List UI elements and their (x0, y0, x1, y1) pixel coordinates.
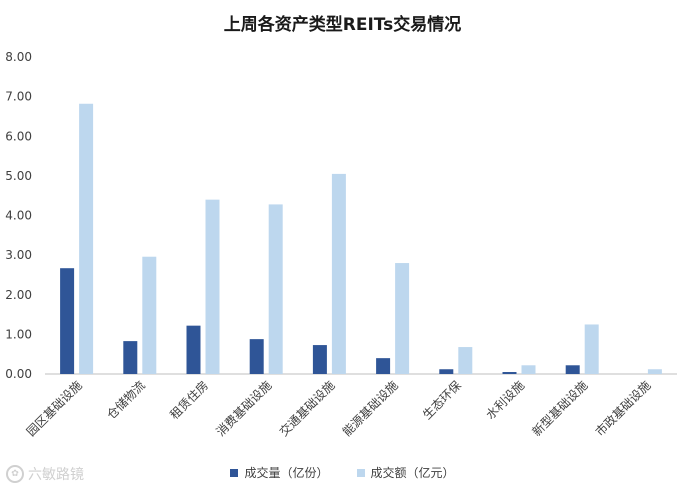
y-tick-label: 7.00 (5, 90, 32, 104)
bar-amount (458, 347, 473, 374)
legend-label-volume: 成交量（亿份） (244, 466, 329, 480)
plot-area: 0.00 1.00 2.00 3.00 4.00 5.00 6.00 7.00 8.00 园区基础… (5, 50, 677, 440)
bar-volume (249, 339, 264, 374)
x-category-label: 交通基础设施 (276, 378, 338, 440)
y-tick-label: 1.00 (5, 327, 32, 341)
bar-volume (439, 369, 454, 374)
y-tick-label: 6.00 (5, 129, 32, 143)
bar-amount (395, 263, 410, 374)
bar-amount (142, 256, 157, 374)
bar-amount (79, 103, 94, 374)
x-category-label: 仓储物流 (103, 378, 148, 423)
y-tick-label: 3.00 (5, 248, 32, 262)
x-category-label: 能源基础设施 (340, 378, 401, 439)
x-category-label: 园区基础设施 (24, 378, 85, 439)
bar-amount (521, 365, 536, 374)
legend-label-amount: 成交额（亿元） (370, 466, 455, 480)
legend-swatch-volume (230, 468, 239, 477)
x-category-label: 水利设施 (483, 378, 527, 422)
bar-volume (502, 372, 517, 374)
bar-amount (331, 173, 346, 374)
x-category-label: 租赁住房 (167, 378, 212, 423)
x-category-label: 市政基础设施 (592, 378, 654, 440)
bar-volume (376, 358, 391, 374)
watermark: ✿ 六敏路镜 (6, 464, 84, 484)
y-tick-label: 5.00 (5, 169, 32, 183)
legend-swatch-amount (356, 468, 365, 477)
bar-amount (205, 199, 220, 374)
bar-volume (565, 365, 580, 374)
watermark-text: 六敏路镜 (28, 467, 84, 483)
bar-volume (186, 325, 201, 374)
bar-volume (60, 268, 75, 374)
legend-item-amount: 成交额（亿元） (356, 464, 455, 481)
x-category-label: 消费基础设施 (213, 378, 274, 439)
bar-amount (584, 324, 599, 374)
y-tick-label: 2.00 (5, 288, 32, 302)
legend-item-volume: 成交量（亿份） (230, 464, 329, 481)
bar-volume (123, 341, 138, 374)
watermark-logo-icon: ✿ (6, 465, 24, 483)
bar-amount (268, 204, 283, 374)
y-tick-label: 4.00 (5, 209, 32, 223)
legend: 成交量（亿份） 成交额（亿元） (0, 464, 685, 481)
y-tick-label: 8.00 (5, 50, 32, 64)
x-category-label: 新型基础设施 (529, 378, 591, 440)
chart-title: 上周各资产类型REITs交易情况 (223, 15, 462, 35)
x-category-label: 生态环保 (420, 378, 464, 422)
bar-volume (312, 345, 327, 374)
bar-amount (647, 369, 662, 374)
y-tick-label: 0.00 (5, 367, 32, 381)
